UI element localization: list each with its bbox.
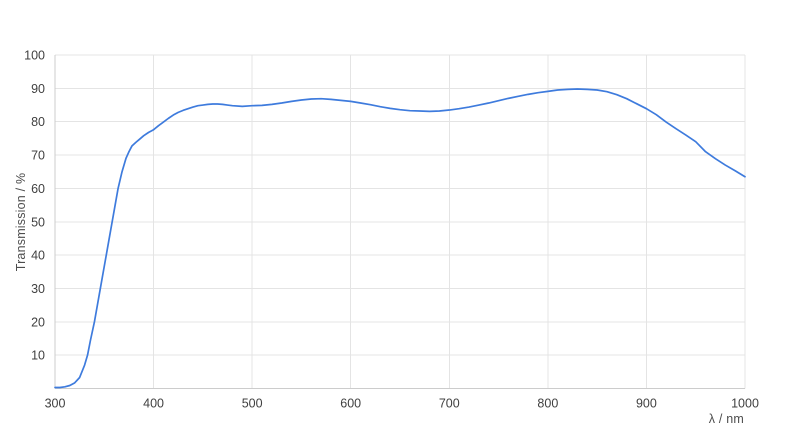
y-tick-label: 20 <box>31 315 45 329</box>
x-tick-label: 800 <box>537 397 558 411</box>
x-tick-label: 900 <box>636 397 657 411</box>
x-tick-label: 500 <box>242 397 263 411</box>
transmission-curve <box>54 88 746 389</box>
y-tick-label: 100 <box>24 49 45 63</box>
y-tick-label: 50 <box>31 215 45 229</box>
y-tick-label: 30 <box>31 282 45 296</box>
x-tick-label: 600 <box>340 397 361 411</box>
x-tick-label: 400 <box>143 397 164 411</box>
y-tick-label: 90 <box>31 82 45 96</box>
y-axis-title: Transmission / % <box>14 172 28 272</box>
y-tick-label: 80 <box>31 115 45 129</box>
y-tick-label: 60 <box>31 182 45 196</box>
y-tick-label: 10 <box>31 349 45 363</box>
y-tick-label: 70 <box>31 149 45 163</box>
y-tick-label: 40 <box>31 249 45 263</box>
x-tick-label: 300 <box>45 397 66 411</box>
x-axis-title: λ / nm <box>708 412 744 426</box>
x-tick-label: 1000 <box>731 397 759 411</box>
x-tick-label: 700 <box>439 397 460 411</box>
